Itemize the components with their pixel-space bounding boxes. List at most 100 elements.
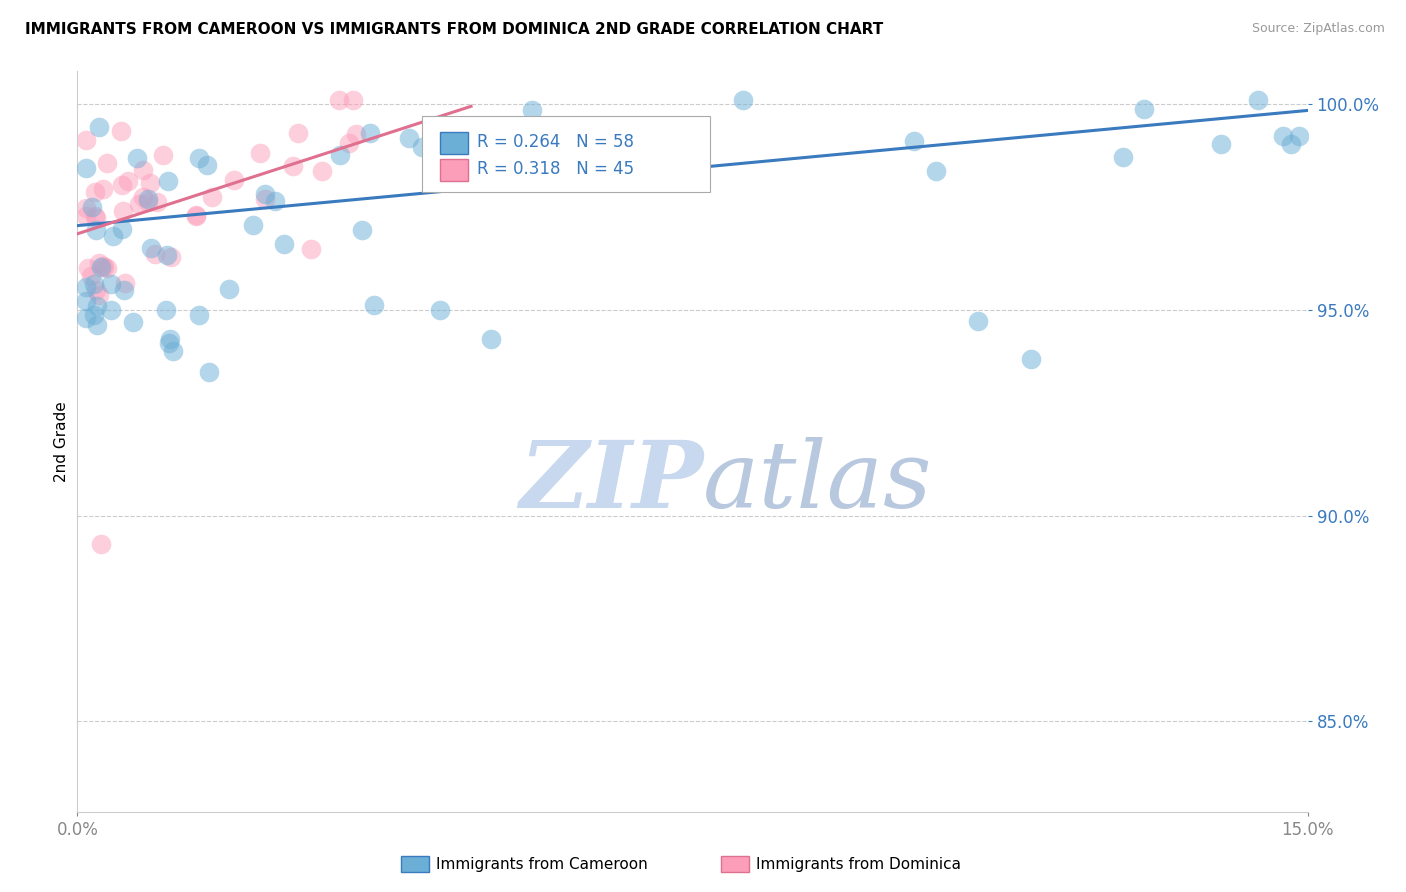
Point xyxy=(731,93,754,107)
Point xyxy=(299,242,322,256)
Point xyxy=(96,260,118,275)
Point xyxy=(75,280,97,294)
Point xyxy=(187,151,209,165)
Point xyxy=(146,195,169,210)
Point xyxy=(157,335,180,350)
Point xyxy=(1019,352,1042,367)
Point xyxy=(87,256,110,270)
Point xyxy=(138,192,160,206)
Point xyxy=(84,185,107,199)
Point xyxy=(627,126,650,140)
Point xyxy=(344,127,367,141)
Point xyxy=(101,229,124,244)
Point xyxy=(86,299,108,313)
Point xyxy=(83,308,105,322)
Point xyxy=(218,282,240,296)
Point xyxy=(152,147,174,161)
Point xyxy=(75,210,97,224)
Point xyxy=(264,194,287,208)
Point xyxy=(112,283,135,297)
Point xyxy=(136,195,159,210)
Point xyxy=(132,162,155,177)
Text: Immigrants from Cameroon: Immigrants from Cameroon xyxy=(436,857,648,871)
Point xyxy=(479,332,502,346)
Point xyxy=(90,260,112,274)
Point xyxy=(222,173,245,187)
Point xyxy=(86,318,108,332)
Point xyxy=(139,176,162,190)
Text: Source: ZipAtlas.com: Source: ZipAtlas.com xyxy=(1251,22,1385,36)
Point xyxy=(91,259,114,273)
Point xyxy=(155,302,177,317)
Point xyxy=(1112,151,1135,165)
Point xyxy=(411,140,433,154)
Point xyxy=(122,315,145,329)
Point xyxy=(966,314,988,328)
Point xyxy=(254,192,277,206)
Point xyxy=(96,156,118,170)
Point xyxy=(352,223,374,237)
Point xyxy=(139,241,162,255)
Point xyxy=(100,302,122,317)
Point xyxy=(110,124,132,138)
Point xyxy=(363,298,385,312)
Point xyxy=(100,277,122,291)
Point xyxy=(90,537,112,551)
Point xyxy=(84,223,107,237)
Point xyxy=(128,196,150,211)
Point xyxy=(311,163,333,178)
Text: R = 0.318   N = 45: R = 0.318 N = 45 xyxy=(477,160,634,178)
Text: Immigrants from Dominica: Immigrants from Dominica xyxy=(756,857,962,871)
Point xyxy=(201,190,224,204)
Point xyxy=(156,248,179,262)
Point xyxy=(184,209,207,223)
Point xyxy=(398,131,420,145)
Point xyxy=(429,302,451,317)
Point xyxy=(359,126,381,140)
Point xyxy=(76,261,98,276)
Y-axis label: 2nd Grade: 2nd Grade xyxy=(53,401,69,482)
Point xyxy=(114,276,136,290)
Point xyxy=(156,174,179,188)
Point xyxy=(328,93,350,107)
Point xyxy=(184,208,207,222)
Point xyxy=(89,120,111,135)
Point xyxy=(337,136,360,150)
Point xyxy=(159,332,181,346)
Point xyxy=(117,174,139,188)
Point xyxy=(75,161,97,175)
Point xyxy=(83,277,105,292)
Point xyxy=(342,93,364,107)
Point xyxy=(903,134,925,148)
Point xyxy=(281,159,304,173)
Point xyxy=(75,294,97,309)
Point xyxy=(84,283,107,297)
Point xyxy=(75,311,97,326)
Point xyxy=(273,237,295,252)
Point xyxy=(75,133,97,147)
Point xyxy=(80,268,103,283)
Point xyxy=(162,344,184,359)
Point xyxy=(160,251,183,265)
Point xyxy=(93,260,115,274)
Point xyxy=(198,365,221,379)
Point xyxy=(111,178,134,192)
Point xyxy=(111,221,134,235)
Point xyxy=(89,288,111,302)
Point xyxy=(1279,137,1302,152)
Text: ZIP: ZIP xyxy=(519,437,703,526)
Point xyxy=(75,201,97,215)
Point xyxy=(112,203,135,218)
Point xyxy=(249,146,271,161)
Point xyxy=(329,148,352,162)
Point xyxy=(242,219,264,233)
Text: atlas: atlas xyxy=(703,437,932,526)
Point xyxy=(84,210,107,224)
Text: IMMIGRANTS FROM CAMEROON VS IMMIGRANTS FROM DOMINICA 2ND GRADE CORRELATION CHART: IMMIGRANTS FROM CAMEROON VS IMMIGRANTS F… xyxy=(25,22,883,37)
Point xyxy=(522,103,544,118)
Point xyxy=(1247,93,1270,107)
Point xyxy=(127,151,149,165)
Point xyxy=(1132,102,1154,116)
Point xyxy=(287,126,309,140)
Point xyxy=(1271,128,1294,143)
